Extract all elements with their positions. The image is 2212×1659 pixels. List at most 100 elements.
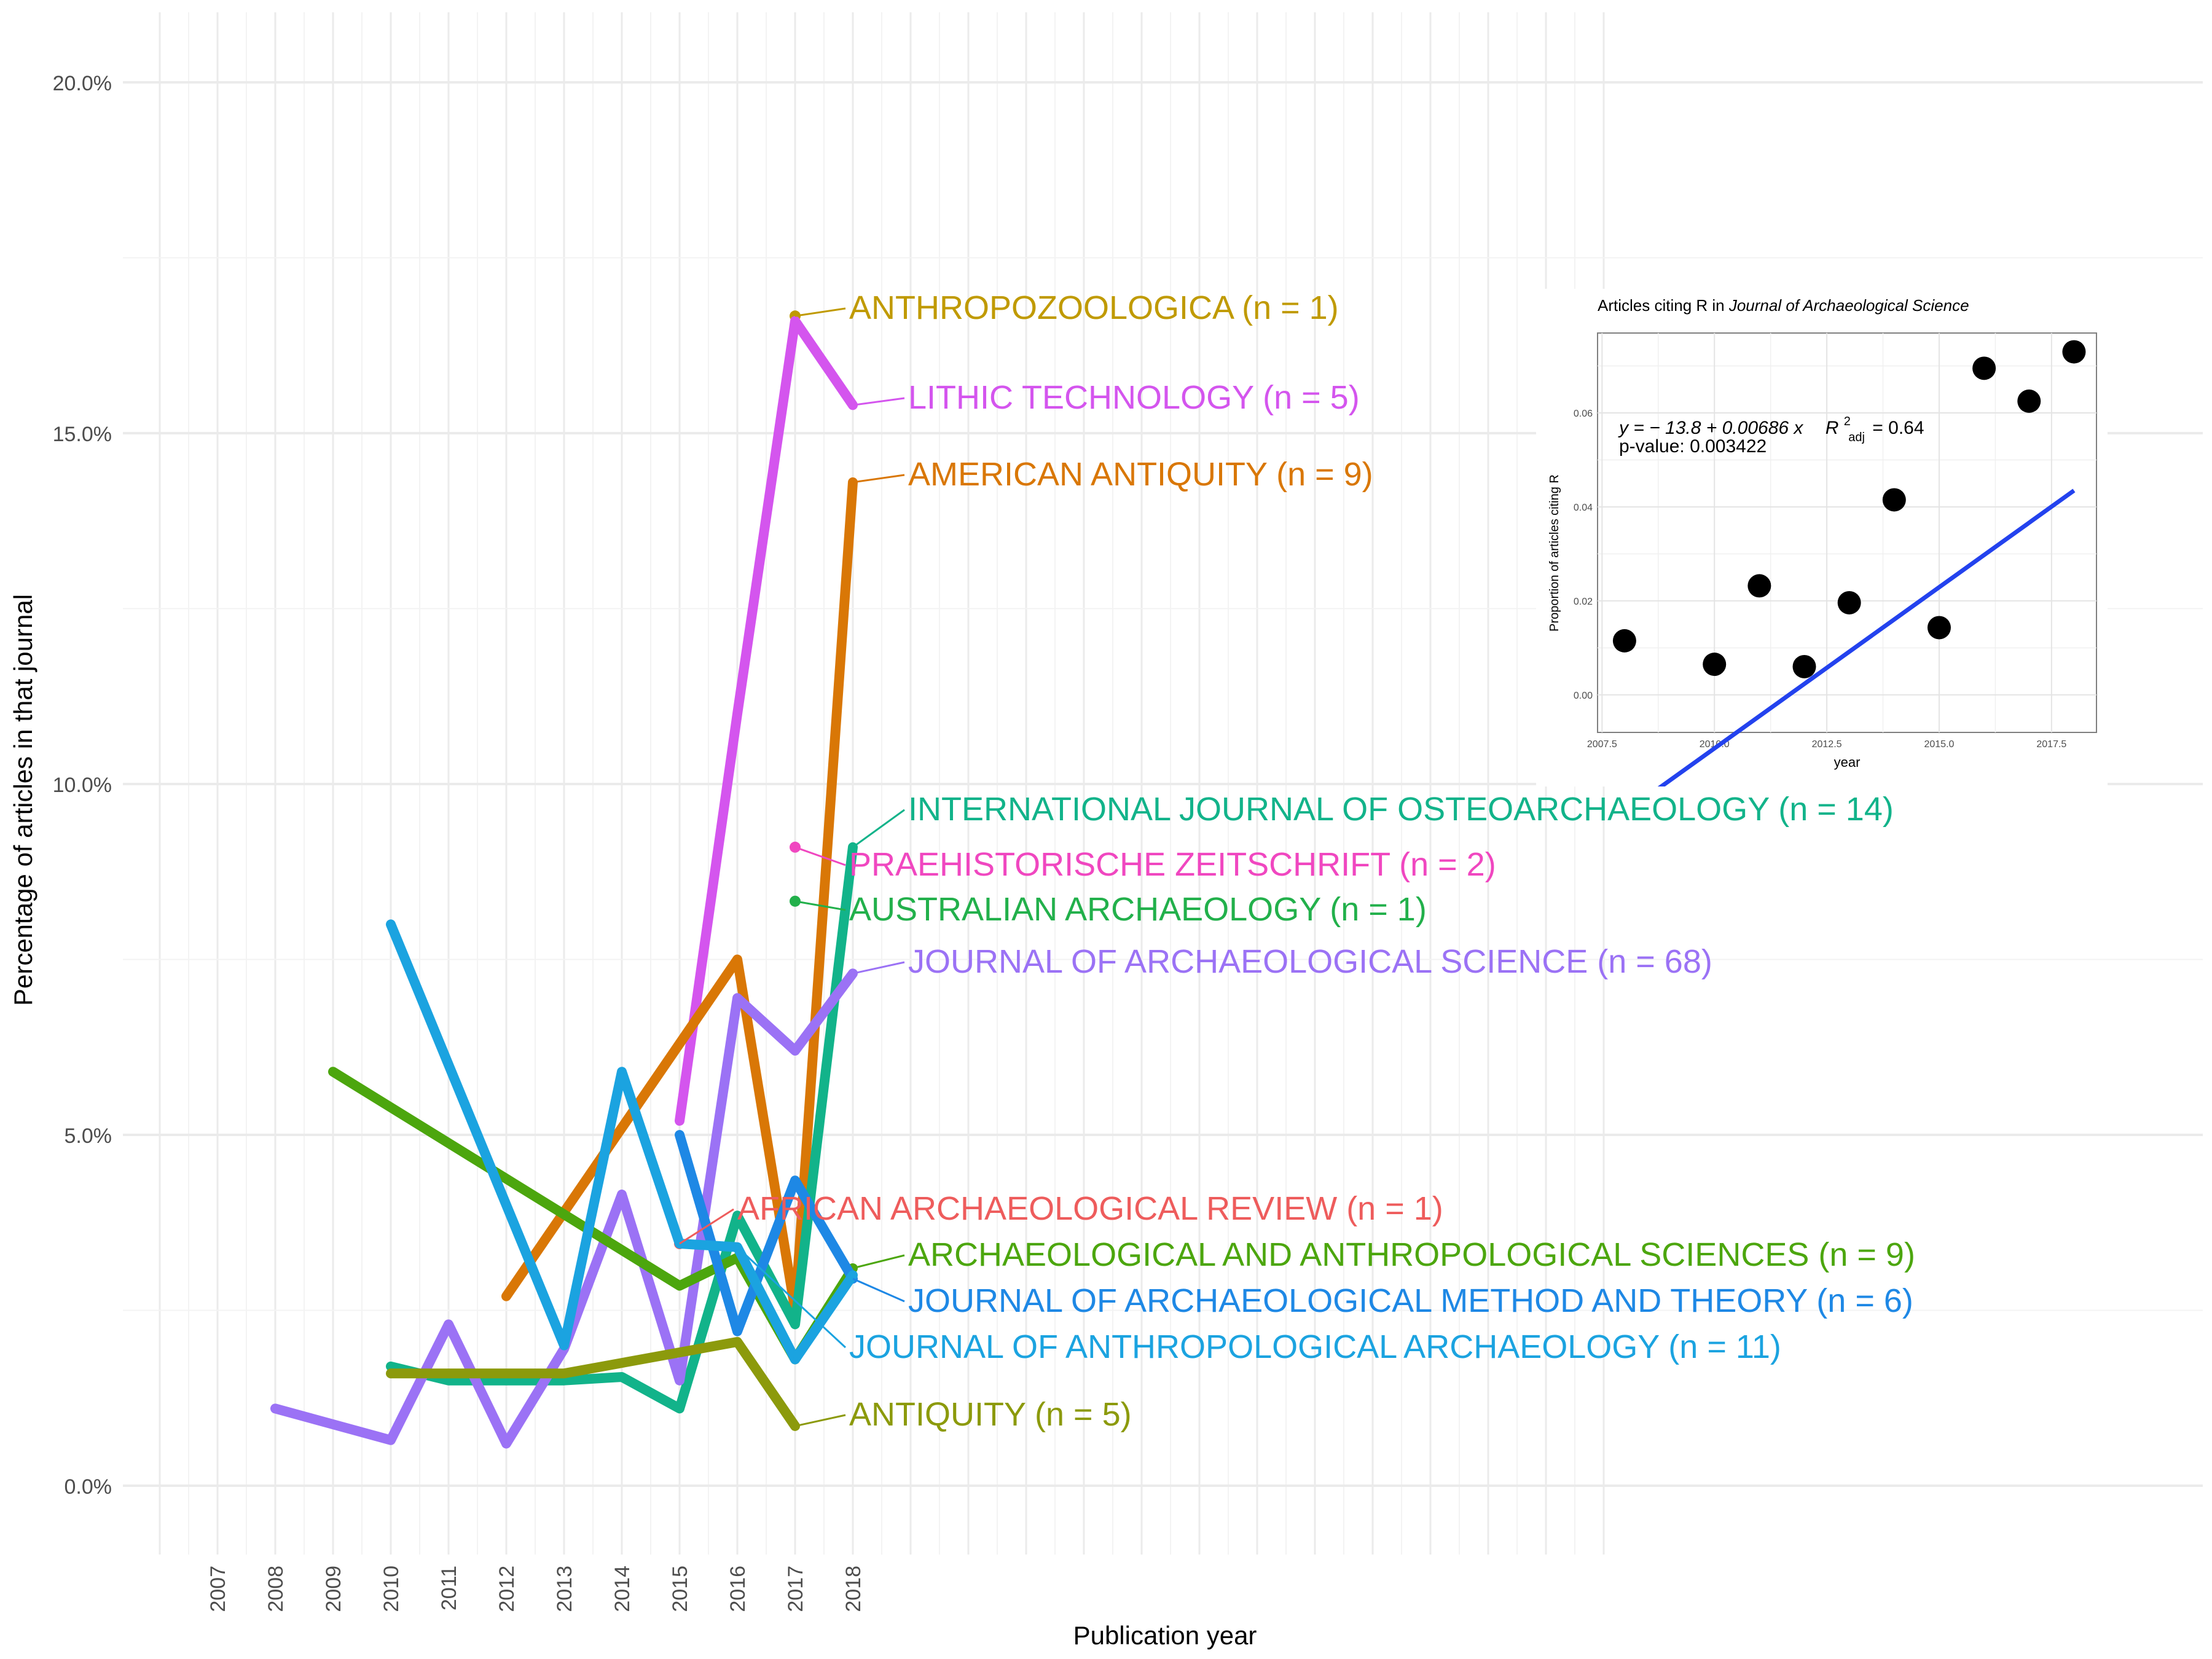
series-point (793, 1357, 798, 1362)
inset-regression-chart: Articles citing R in Journal of Archaeol… (1536, 289, 2108, 786)
series-point (504, 1378, 509, 1383)
x-tick-label: 2013 (553, 1566, 576, 1612)
series-point (677, 1406, 682, 1411)
series-line (386, 1336, 800, 1431)
inset-x-tick-label: 2015.0 (1924, 739, 1954, 750)
label-leader-line (794, 846, 846, 866)
x-tick-label: 2015 (669, 1566, 692, 1612)
series-label: AUSTRALIAN ARCHAEOLOGY (n = 1) (849, 891, 1427, 928)
series-point (735, 1328, 740, 1334)
x-tick-label: 2012 (495, 1566, 519, 1612)
inset-point (1837, 590, 1861, 614)
inset-fit-line (1657, 488, 2076, 786)
series-point (793, 1322, 798, 1327)
series-point (850, 1273, 855, 1278)
series-point (273, 1406, 278, 1411)
inset-y-title: Proportion of articles citing R (1548, 474, 1561, 632)
series-point (677, 1378, 682, 1383)
series-point (446, 1322, 451, 1327)
series-point (735, 711, 740, 716)
x-tick-label: 2007 (206, 1566, 230, 1612)
x-tick-label: 2017 (784, 1566, 807, 1612)
x-tick-label: 2016 (726, 1566, 750, 1612)
inset-x-tick-label: 2017.5 (2036, 739, 2066, 750)
series-point (735, 957, 740, 962)
series-label: JOURNAL OF ARCHAEOLOGICAL SCIENCE (n = 6… (908, 943, 1712, 980)
inset-regression-line (1657, 488, 2076, 786)
series-point (677, 1041, 682, 1046)
y-tick-label: 0.0% (65, 1475, 112, 1499)
series-point (793, 1048, 798, 1053)
inset-y-tick-label: 0.06 (1574, 409, 1593, 419)
inset-point (1612, 629, 1636, 653)
inset-title: Articles citing R in Journal of Archaeol… (1598, 296, 1969, 315)
label-leader-line (794, 307, 846, 317)
series-point (793, 1178, 798, 1183)
inset-y-tick-label: 0.02 (1574, 597, 1593, 607)
series-labels: ANTHROPOZOOLOGICA (n = 1) LITHIC TECHNOLO… (679, 289, 1915, 1433)
series-point (388, 1437, 393, 1443)
series-point (504, 1441, 509, 1446)
series-label: ANTHROPOZOOLOGICA (n = 1) (849, 289, 1339, 326)
series-line (675, 1130, 858, 1336)
series-label: INTERNATIONAL JOURNAL OF OSTEOARCHAEOLOG… (908, 791, 1894, 828)
label-leader-line (794, 1414, 846, 1427)
series-point (562, 1378, 567, 1383)
inset-point (2062, 340, 2086, 364)
series-label: AFRICAN ARCHAEOLOGICAL REVIEW (n = 1) (737, 1190, 1443, 1227)
inset-point (1972, 356, 1996, 380)
inset-point (1792, 654, 1816, 678)
inset-background (1536, 289, 2108, 786)
series-point (735, 1213, 740, 1218)
series-point (793, 318, 798, 324)
x-tick-label: 2010 (380, 1566, 403, 1612)
chart-series (270, 310, 858, 1449)
series-point (504, 1293, 509, 1299)
label-leader-line (852, 474, 905, 484)
y-axis-title: Percentage of articles in that journal (9, 594, 37, 1006)
inset-x-tick-label: 2007.5 (1587, 739, 1617, 750)
series-label: JOURNAL OF ANTHROPOLOGICAL ARCHAEOLOGY (… (849, 1328, 1781, 1365)
inset-pvalue: p-value: 0.003422 (1619, 436, 1767, 457)
x-axis-ticks: 2007 2008 2009 2010 2011 2012 2013 2014 2015 2016… (206, 1566, 865, 1612)
inset-point (1703, 653, 1727, 677)
series-point (677, 1118, 682, 1124)
series (386, 842, 858, 1414)
y-tick-label: 5.0% (65, 1124, 112, 1148)
x-axis-title: Publication year (1073, 1621, 1257, 1650)
series-line (270, 968, 858, 1449)
inset-point (1747, 574, 1771, 598)
x-tick-label: 2018 (842, 1566, 865, 1612)
series-point (735, 1339, 740, 1344)
x-tick-label: 2008 (264, 1566, 288, 1612)
series-point (562, 1343, 567, 1348)
inset-point (1927, 616, 1951, 640)
x-tick-label: 2009 (322, 1566, 345, 1612)
series-label: ARCHAEOLOGICAL AND ANTHROPOLOGICAL SCIEN… (908, 1236, 1915, 1273)
label-leader-line (852, 809, 905, 848)
inset-point (2017, 389, 2041, 413)
inset-point (1882, 488, 1906, 512)
inset-panel-border (1597, 332, 2097, 733)
label-leader-line (852, 961, 905, 975)
series-point (446, 1378, 451, 1383)
series-point (331, 1069, 335, 1075)
label-leader-line (794, 900, 846, 911)
y-axis-ticks: 0.0% 5.0% 10.0% 15.0% 20.0% (53, 72, 112, 1499)
label-leader-line (852, 1254, 905, 1269)
series-point (619, 1125, 624, 1131)
series-label: PRAEHISTORISCHE ZEITSCHRIFT (n = 2) (849, 846, 1496, 883)
series-point (388, 1371, 393, 1376)
series-label: JOURNAL OF ARCHAEOLOGICAL METHOD AND THE… (908, 1282, 1913, 1319)
series-point (619, 1069, 624, 1075)
series (386, 1336, 800, 1431)
series-line (675, 316, 858, 1126)
series (675, 316, 858, 1126)
inset-grid (1597, 332, 2097, 733)
inset-x-tick-label: 2012.5 (1812, 739, 1842, 750)
series-point (619, 1192, 624, 1198)
x-tick-label: 2011 (437, 1566, 461, 1610)
series-point (388, 1363, 393, 1369)
inset-y-ticks: 0.00 0.02 0.04 0.06 (1574, 409, 1593, 701)
